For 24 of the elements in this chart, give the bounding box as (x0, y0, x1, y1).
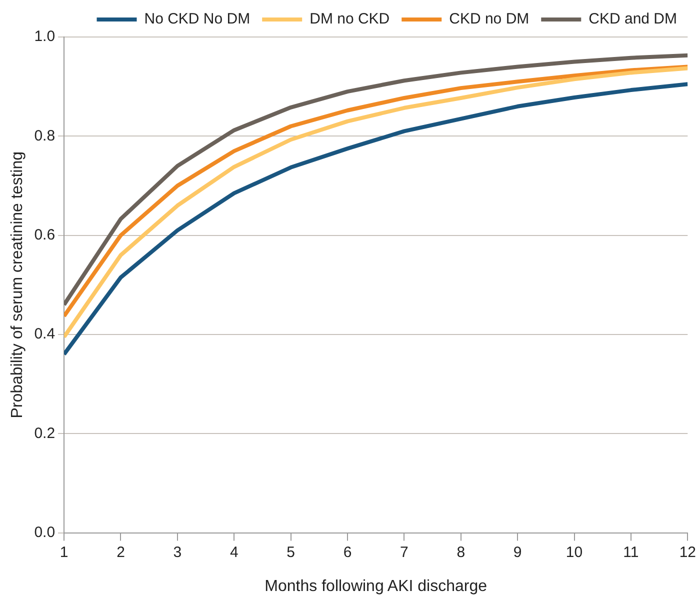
x-tick-label: 3 (173, 544, 182, 561)
legend-label: DM no CKD (310, 10, 390, 28)
y-tick-label: 0.0 (34, 524, 56, 541)
y-tick-label: 0.2 (34, 424, 56, 442)
y-axis-title: Probability of serum creatinine testing (9, 152, 26, 418)
x-tick-label: 10 (566, 544, 583, 561)
x-tick-label: 2 (116, 544, 125, 561)
y-tick-label: 1.0 (34, 28, 56, 46)
legend-label: No CKD No DM (144, 10, 250, 28)
x-tick-label: 7 (400, 544, 408, 561)
y-tick-label: 0.4 (34, 326, 56, 343)
x-tick-label: 5 (286, 544, 295, 561)
y-tick-label: 0.8 (34, 127, 56, 144)
legend-label: CKD and DM (588, 10, 677, 28)
x-tick-label: 11 (623, 544, 639, 561)
y-tick-label: 0.6 (34, 226, 56, 244)
x-tick-label: 6 (343, 544, 352, 561)
x-axis-title: Months following AKI discharge (264, 578, 488, 595)
x-tick-label: 8 (456, 544, 466, 561)
legend-label: CKD no DM (449, 10, 530, 28)
x-tick-label: 12 (679, 544, 696, 561)
x-tick-label: 4 (230, 544, 238, 561)
x-tick-label: 1 (60, 544, 68, 561)
x-tick-label: 9 (513, 544, 522, 561)
